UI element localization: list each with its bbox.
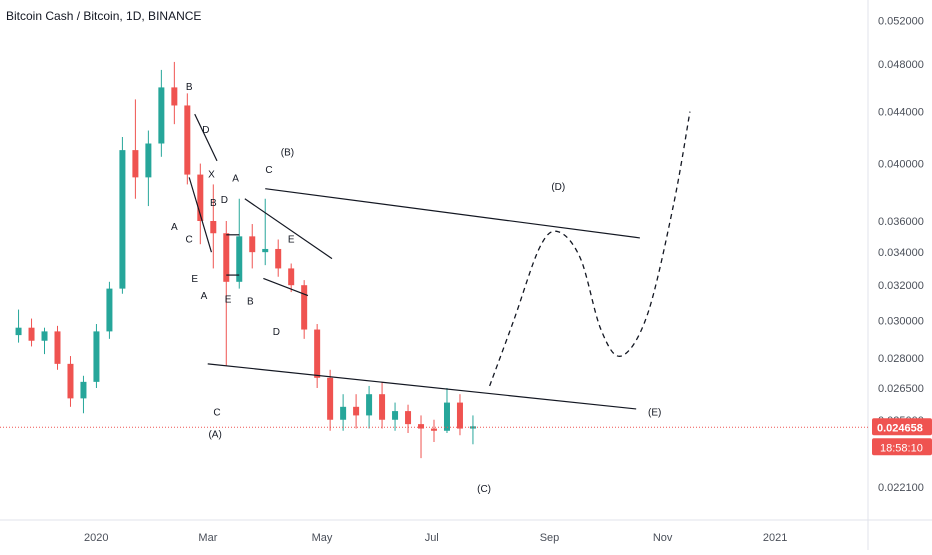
price-tick-label: 0.022100: [878, 482, 924, 494]
time-tick-label: 2021: [763, 532, 787, 544]
trendline-a-c-leg: [188, 177, 213, 253]
candle-body: [158, 87, 165, 144]
wave-label: E: [288, 235, 295, 246]
trendline-upper-channel: [265, 188, 640, 239]
candle-body: [67, 363, 74, 399]
wave-label: B: [186, 82, 193, 93]
wave-label: E: [191, 274, 198, 285]
wave-label: E: [225, 295, 232, 306]
price-tick-label: 0.034000: [878, 247, 924, 259]
candle-body: [366, 394, 373, 416]
candle-body: [236, 236, 243, 282]
candle-body: [93, 331, 100, 382]
wave-label: X: [208, 169, 215, 180]
price-tick-label: 0.036000: [878, 216, 924, 228]
candle-body: [41, 331, 48, 341]
candles-group: [15, 61, 476, 459]
wave-label: A: [232, 174, 239, 185]
projection-path: [489, 111, 691, 387]
candle-body: [54, 331, 61, 364]
candle-body: [15, 327, 22, 336]
candle-body: [405, 411, 412, 425]
candle-body: [28, 327, 35, 341]
time-tick-label: Mar: [198, 532, 217, 544]
candle-body: [314, 329, 321, 378]
price-tick-label: 0.026500: [878, 383, 924, 395]
candle-body: [119, 150, 126, 289]
candle-body: [443, 402, 450, 431]
time-tick-label: Jul: [425, 532, 439, 544]
candle-body: [379, 394, 386, 420]
candle-body: [469, 426, 476, 429]
price-tick-label: 0.030000: [878, 315, 924, 327]
wave-label: (C): [477, 484, 491, 495]
candle-body: [288, 268, 295, 286]
wave-label: A: [171, 222, 178, 233]
wave-label: C: [213, 407, 220, 418]
candle-body: [171, 87, 178, 106]
candle-body: [456, 402, 463, 429]
wave-label: (A): [208, 429, 221, 440]
candle-body: [262, 248, 269, 253]
price-tick-label: 0.048000: [878, 59, 924, 71]
countdown-value: 18:58:10: [880, 442, 923, 454]
trendline-triangle-lower: [263, 277, 309, 297]
candle-body: [197, 174, 204, 222]
time-tick-label: 2020: [84, 532, 108, 544]
time-tick-label: Nov: [653, 532, 673, 544]
candle-body: [392, 411, 399, 420]
candle-body: [223, 233, 230, 282]
candle-body: [275, 248, 282, 269]
candle-body: [327, 377, 334, 420]
candle-body: [210, 221, 217, 234]
price-tick-label: 0.040000: [878, 159, 924, 171]
candle-body: [80, 381, 87, 399]
wave-label: B: [210, 198, 217, 209]
symbol-title: Bitcoin Cash / Bitcoin, 1D, BINANCE: [6, 9, 202, 23]
last-price-tag: [872, 418, 932, 436]
time-tick-label: Sep: [540, 532, 560, 544]
trendline-lower-channel: [207, 363, 637, 410]
wave-label: (E): [648, 407, 661, 418]
candle-body: [353, 406, 360, 416]
wave-label: B: [247, 296, 254, 307]
candle-body: [340, 406, 347, 420]
price-tick-label: 0.028000: [878, 353, 924, 365]
time-tick-label: May: [312, 532, 333, 544]
wave-label: C: [186, 235, 193, 246]
drawings-group: BDX AC(B)B DAC E(D)EA E BDC(A)(E)(C): [171, 82, 691, 495]
price-tick-label: 0.044000: [878, 107, 924, 119]
candle-body: [249, 236, 256, 253]
candle-body: [132, 150, 139, 178]
wave-label: C: [265, 165, 272, 176]
last-price-value: 0.024658: [877, 422, 923, 434]
candle-body: [431, 428, 437, 431]
trendline-b-d-leg: [194, 113, 218, 162]
wave-label: (D): [551, 182, 565, 193]
wave-label: (B): [281, 147, 294, 158]
wave-label: D: [202, 125, 209, 136]
candle-body: [145, 143, 152, 178]
candle-body: [418, 424, 425, 429]
price-tick-label: 0.052000: [878, 16, 924, 28]
wave-label: D: [273, 327, 280, 338]
price-tick-label: 0.032000: [878, 280, 924, 292]
wave-label: A: [201, 291, 208, 302]
candle-body: [184, 105, 191, 175]
wave-label: D: [221, 195, 228, 206]
candle-body: [106, 288, 113, 332]
candle-body: [301, 285, 308, 330]
trendline-triangle-upper: [244, 198, 333, 260]
countdown-tag: [872, 438, 932, 456]
